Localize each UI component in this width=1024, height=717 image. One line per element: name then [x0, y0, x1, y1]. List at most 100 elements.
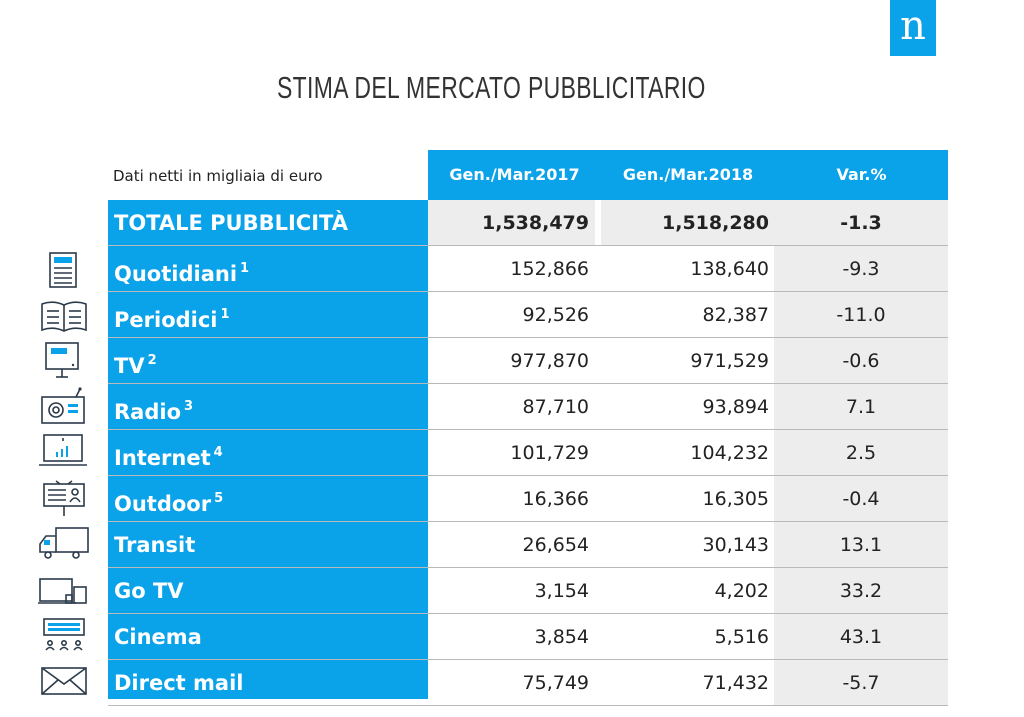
footnote-marker: 1 [220, 307, 230, 322]
laptop-icon [36, 432, 92, 472]
row-label: Cinema [114, 614, 202, 660]
row-label-text: Direct mail [114, 671, 244, 695]
page-title: STIMA DEL MERCATO PUBBLICITARIO [277, 70, 706, 105]
value-2018: 71,432 [601, 660, 775, 705]
cinema-icon [36, 615, 92, 655]
value-2018: 5,516 [601, 614, 775, 659]
value-2018-text: 971,529 [690, 350, 769, 372]
radio-icon [36, 387, 92, 427]
value-var-text: 7.1 [845, 396, 877, 418]
billboard-icon [36, 478, 92, 518]
row-label: Direct mail [114, 660, 243, 706]
value-var-text: -9.3 [842, 258, 880, 280]
value-2017-text: 87,710 [522, 396, 589, 418]
row-label-text: Periodici [114, 308, 218, 332]
value-2017-text: 26,654 [522, 534, 589, 556]
value-2018: 82,387 [601, 292, 775, 337]
truck-icon [36, 524, 92, 564]
value-2017-text: 152,866 [510, 258, 589, 280]
table-row: Periodici 1 92,526 82,387 -11.0 [108, 292, 948, 338]
value-var: 43.1 [774, 614, 948, 659]
value-2018-text: 82,387 [702, 304, 769, 326]
table-row: Quotidiani 1 152,866 138,640 -9.3 [108, 246, 948, 292]
table-row: Go TV 3,154 4,202 33.2 [108, 568, 948, 614]
value-2018-text: 30,143 [702, 534, 769, 556]
value-2018: 4,202 [601, 568, 775, 613]
value-var: 7.1 [774, 384, 948, 429]
value-2017: 26,654 [428, 522, 595, 567]
footnote-marker: 5 [214, 491, 224, 506]
value-2018: 138,640 [601, 246, 775, 291]
units-note: Dati netti in migliaia di euro [113, 167, 323, 185]
value-2018-text: 4,202 [714, 580, 769, 602]
column-header-2017: Gen./Mar.2017 [428, 150, 601, 200]
row-label-text: TOTALE PUBBLICITÀ [114, 211, 348, 235]
tv-icon [36, 341, 92, 381]
value-2018-text: 1,518,280 [662, 212, 769, 234]
value-2018: 971,529 [601, 338, 775, 383]
value-var: -0.6 [774, 338, 948, 383]
table-row: Radio 3 87,710 93,894 7.1 [108, 384, 948, 430]
value-2017: 92,526 [428, 292, 595, 337]
footnote-marker: 1 [240, 261, 250, 276]
row-label-text: TV [114, 354, 145, 378]
value-2018-text: 5,516 [714, 626, 769, 648]
row-label: Transit [114, 522, 195, 568]
value-2017-text: 101,729 [510, 442, 589, 464]
value-2017: 977,870 [428, 338, 595, 383]
row-label: Quotidiani 1 [114, 246, 249, 297]
value-var: -5.7 [774, 660, 948, 705]
value-2018-text: 138,640 [690, 258, 769, 280]
value-var-text: 2.5 [845, 442, 877, 464]
value-2017: 101,729 [428, 430, 595, 475]
column-header-var: Var.% [775, 150, 948, 200]
value-var-text: -0.6 [842, 350, 880, 372]
footnote-marker: 4 [213, 445, 223, 460]
value-var: -9.3 [774, 246, 948, 291]
row-label-text: Quotidiani [114, 262, 238, 286]
footnote-marker: 3 [184, 399, 194, 414]
value-2018: 104,232 [601, 430, 775, 475]
value-2017-text: 1,538,479 [482, 212, 589, 234]
footnote-marker: 2 [147, 353, 157, 368]
row-label-text: Transit [114, 533, 196, 557]
value-2018-text: 93,894 [702, 396, 769, 418]
value-var-text: -1.3 [840, 212, 882, 234]
value-var: -11.0 [774, 292, 948, 337]
value-2018-text: 104,232 [690, 442, 769, 464]
label-column-background [108, 200, 428, 699]
value-var: -0.4 [774, 476, 948, 521]
devices-icon [36, 569, 92, 609]
row-label: TOTALE PUBBLICITÀ [114, 200, 348, 246]
row-label: Internet 4 [114, 430, 223, 481]
value-2017: 3,854 [428, 614, 595, 659]
value-2017-text: 75,749 [522, 672, 589, 694]
value-var: 2.5 [774, 430, 948, 475]
table-row: Transit 26,654 30,143 13.1 [108, 522, 948, 568]
value-var-text: 43.1 [839, 626, 883, 648]
value-2017-text: 3,154 [534, 580, 589, 602]
table-row: TV 2 977,870 971,529 -0.6 [108, 338, 948, 384]
value-var-text: 13.1 [839, 534, 883, 556]
row-label-text: Internet [114, 446, 211, 470]
row-label-text: Outdoor [114, 492, 212, 516]
value-2017: 1,538,479 [428, 200, 595, 245]
value-var-text: -5.7 [842, 672, 880, 694]
value-2017: 3,154 [428, 568, 595, 613]
value-2017: 75,749 [428, 660, 595, 705]
newspaper-icon [36, 250, 92, 290]
value-2017-text: 3,854 [534, 626, 589, 648]
table-row: Outdoor 5 16,366 16,305 -0.4 [108, 476, 948, 522]
row-label: TV 2 [114, 338, 157, 389]
value-2018: 1,518,280 [601, 200, 775, 245]
row-label: Outdoor 5 [114, 476, 223, 527]
value-2017-text: 16,366 [522, 488, 589, 510]
row-label-text: Radio [114, 400, 181, 424]
row-label: Periodici 1 [114, 292, 230, 343]
table-row: Direct mail 75,749 71,432 -5.7 [108, 660, 948, 706]
row-label: Go TV [114, 568, 184, 614]
value-var-text: 33.2 [839, 580, 883, 602]
table-row-total: TOTALE PUBBLICITÀ 1,538,479 1,518,280 -1.3 [108, 200, 948, 246]
value-var-text: -11.0 [836, 304, 886, 326]
value-2018: 93,894 [601, 384, 775, 429]
